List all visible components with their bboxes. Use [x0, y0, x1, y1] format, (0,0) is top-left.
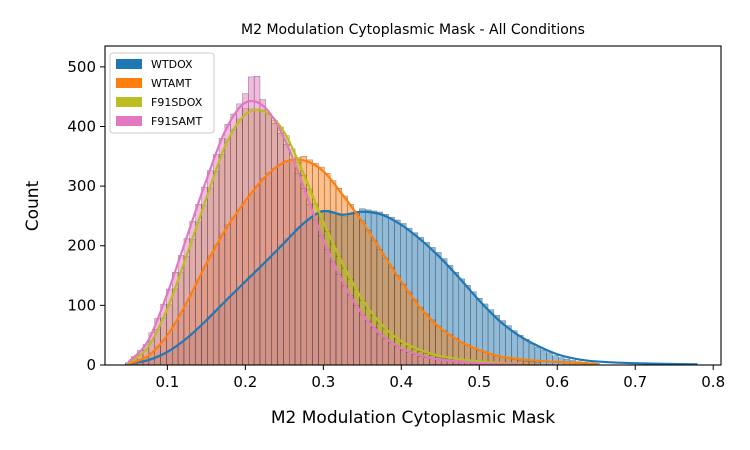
histogram-bar — [242, 93, 249, 366]
legend-swatch — [116, 78, 142, 88]
histogram-bar — [329, 261, 337, 366]
histogram-bar — [289, 158, 296, 366]
y-axis-label: Count — [23, 180, 43, 231]
histogram-bar — [341, 285, 348, 366]
x-tick-label: 0.1 — [155, 373, 179, 391]
kde-line-f91sdox — [127, 108, 519, 365]
x-tick-label: 0.8 — [701, 373, 725, 391]
histogram-bar — [271, 123, 278, 366]
x-tick-label: 0.4 — [389, 373, 413, 391]
histogram-bar — [312, 219, 319, 366]
x-tick-label: 0.2 — [233, 373, 257, 391]
legend-label: WTAMT — [151, 77, 192, 90]
histogram-bar — [236, 103, 243, 366]
histogram-bar — [540, 349, 547, 366]
kde-line-wtamt — [127, 158, 597, 365]
y-tick-label: 0 — [86, 356, 96, 374]
kde-layer — [127, 99, 698, 366]
histogram-bar — [283, 144, 290, 366]
histogram-bar — [359, 314, 366, 366]
chart-title: M2 Modulation Cytoplasmic Mask - All Con… — [241, 22, 585, 38]
histogram-bar — [365, 321, 372, 366]
legend-swatch — [116, 97, 142, 107]
histogram-bar — [394, 346, 401, 366]
x-tick-label: 0.7 — [623, 373, 647, 391]
histogram-bar — [353, 305, 360, 366]
legend-swatch — [116, 116, 142, 126]
y-tick-label: 300 — [67, 177, 96, 195]
x-tick-label: 0.5 — [467, 373, 491, 391]
histogram-bar — [318, 235, 325, 366]
legend-swatch — [116, 59, 142, 69]
histogram-bar — [370, 327, 378, 366]
y-tick-label: 500 — [67, 58, 96, 76]
y-tick-label: 200 — [67, 237, 96, 255]
histogram-bar — [400, 350, 407, 366]
x-axis-label: M2 Modulation Cytoplasmic Mask — [271, 408, 555, 428]
plot-frame — [104, 45, 722, 366]
x-axis: 0.1 0.2 0.3 0.4 0.5 0.6 0.7 0.8 — [155, 365, 725, 391]
kde-line-f91samt — [127, 99, 519, 366]
histogram-bar — [259, 99, 267, 366]
histogram-bar — [218, 138, 226, 366]
legend: WTDOX WTAMT F91SDOX F91SAMT — [109, 52, 215, 134]
histogram-bar — [546, 352, 553, 366]
histogram-bar — [335, 274, 343, 366]
histogram-bar — [423, 357, 430, 366]
legend-label: WTDOX — [151, 58, 193, 71]
y-tick-label: 100 — [67, 296, 96, 314]
kde-line-wtdox — [128, 209, 698, 366]
histogram-bar — [212, 154, 220, 366]
histogram-bar — [207, 170, 214, 366]
histogram-bar — [347, 295, 354, 366]
legend-label: F91SDOX — [151, 96, 203, 109]
x-tick-label: 0.3 — [311, 373, 335, 391]
legend-label: F91SAMT — [151, 115, 203, 128]
histogram-bar — [376, 334, 383, 366]
y-axis: 0 100 200 300 400 500 — [67, 58, 105, 374]
x-tick-label: 0.6 — [545, 373, 569, 391]
histogram-bar — [522, 360, 530, 366]
histogram-bar — [201, 186, 208, 366]
histogram-bar — [248, 76, 255, 366]
legend-box — [109, 52, 215, 134]
y-tick-label: 400 — [67, 117, 96, 135]
histogram-bar — [230, 113, 237, 366]
bars-f91samt — [125, 76, 477, 366]
histogram-bar — [382, 338, 389, 366]
histogram-bar — [253, 76, 261, 366]
histogram-bar — [265, 113, 272, 366]
histogram-bar — [306, 204, 313, 366]
histogram-bar — [417, 356, 424, 366]
histogram-bar — [411, 354, 419, 366]
histogram-bar — [224, 124, 231, 366]
histogram-bar — [388, 342, 395, 366]
histogram-bar — [405, 352, 413, 366]
histogram-bar — [294, 173, 302, 366]
histogram-bar — [324, 249, 331, 366]
histogram-bar — [552, 355, 559, 366]
histogram-bar — [534, 346, 541, 366]
histogram-bar — [300, 188, 307, 366]
